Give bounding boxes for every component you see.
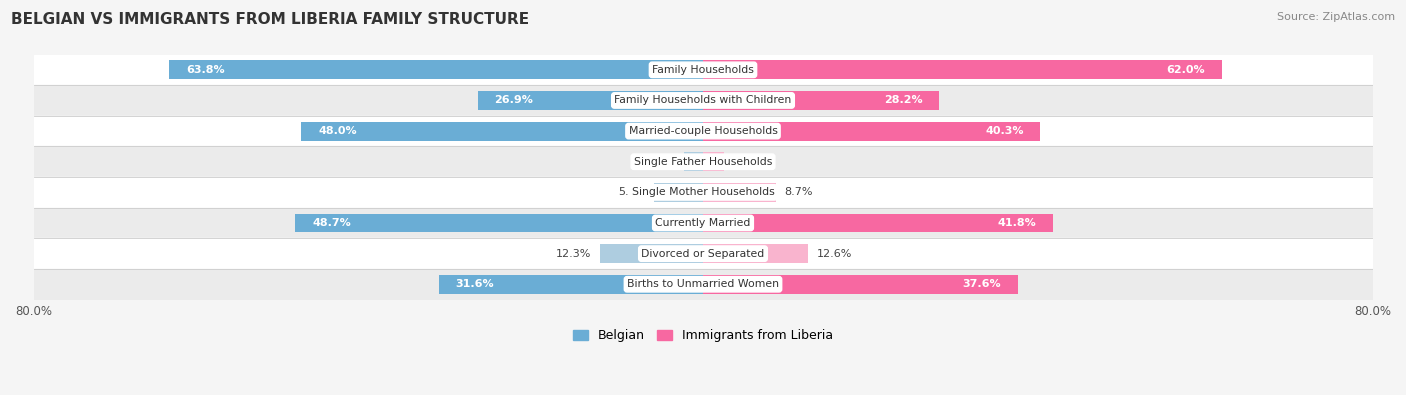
Text: 26.9%: 26.9%	[495, 96, 533, 105]
Bar	[703, 152, 724, 171]
Bar	[169, 60, 703, 79]
Text: 2.3%: 2.3%	[647, 157, 675, 167]
Text: 40.3%: 40.3%	[986, 126, 1024, 136]
Bar	[478, 91, 703, 110]
Bar	[34, 85, 1372, 116]
Bar	[654, 183, 703, 202]
Text: 37.6%: 37.6%	[962, 279, 1001, 289]
Bar	[703, 244, 808, 263]
Text: Family Households with Children: Family Households with Children	[614, 96, 792, 105]
Text: 12.3%: 12.3%	[557, 248, 592, 259]
Bar	[600, 244, 703, 263]
Bar	[34, 238, 1372, 269]
Text: Married-couple Households: Married-couple Households	[628, 126, 778, 136]
Text: 8.7%: 8.7%	[785, 187, 813, 198]
Text: 5.8%: 5.8%	[617, 187, 647, 198]
Text: 41.8%: 41.8%	[997, 218, 1036, 228]
Text: Single Mother Households: Single Mother Households	[631, 187, 775, 198]
Text: Single Father Households: Single Father Households	[634, 157, 772, 167]
Text: 28.2%: 28.2%	[883, 96, 922, 105]
Bar	[703, 214, 1053, 233]
Legend: Belgian, Immigrants from Liberia: Belgian, Immigrants from Liberia	[568, 324, 838, 347]
Bar	[703, 91, 939, 110]
Bar	[439, 275, 703, 294]
Bar	[703, 122, 1040, 141]
Text: Divorced or Separated: Divorced or Separated	[641, 248, 765, 259]
Text: 62.0%: 62.0%	[1167, 65, 1205, 75]
Text: Source: ZipAtlas.com: Source: ZipAtlas.com	[1277, 12, 1395, 22]
Text: 48.7%: 48.7%	[312, 218, 352, 228]
Bar	[683, 152, 703, 171]
Text: Births to Unmarried Women: Births to Unmarried Women	[627, 279, 779, 289]
Bar	[34, 177, 1372, 208]
Text: 12.6%: 12.6%	[817, 248, 852, 259]
Bar	[301, 122, 703, 141]
Text: Currently Married: Currently Married	[655, 218, 751, 228]
Text: 48.0%: 48.0%	[318, 126, 357, 136]
Bar	[34, 269, 1372, 299]
Text: Family Households: Family Households	[652, 65, 754, 75]
Bar	[703, 275, 1018, 294]
Bar	[34, 208, 1372, 238]
Text: 2.5%: 2.5%	[733, 157, 761, 167]
Bar	[295, 214, 703, 233]
Bar	[703, 60, 1222, 79]
Text: 63.8%: 63.8%	[186, 65, 225, 75]
Bar	[34, 116, 1372, 147]
Bar	[703, 183, 776, 202]
Text: 31.6%: 31.6%	[456, 279, 494, 289]
Bar	[34, 147, 1372, 177]
Text: BELGIAN VS IMMIGRANTS FROM LIBERIA FAMILY STRUCTURE: BELGIAN VS IMMIGRANTS FROM LIBERIA FAMIL…	[11, 12, 530, 27]
Bar	[34, 55, 1372, 85]
